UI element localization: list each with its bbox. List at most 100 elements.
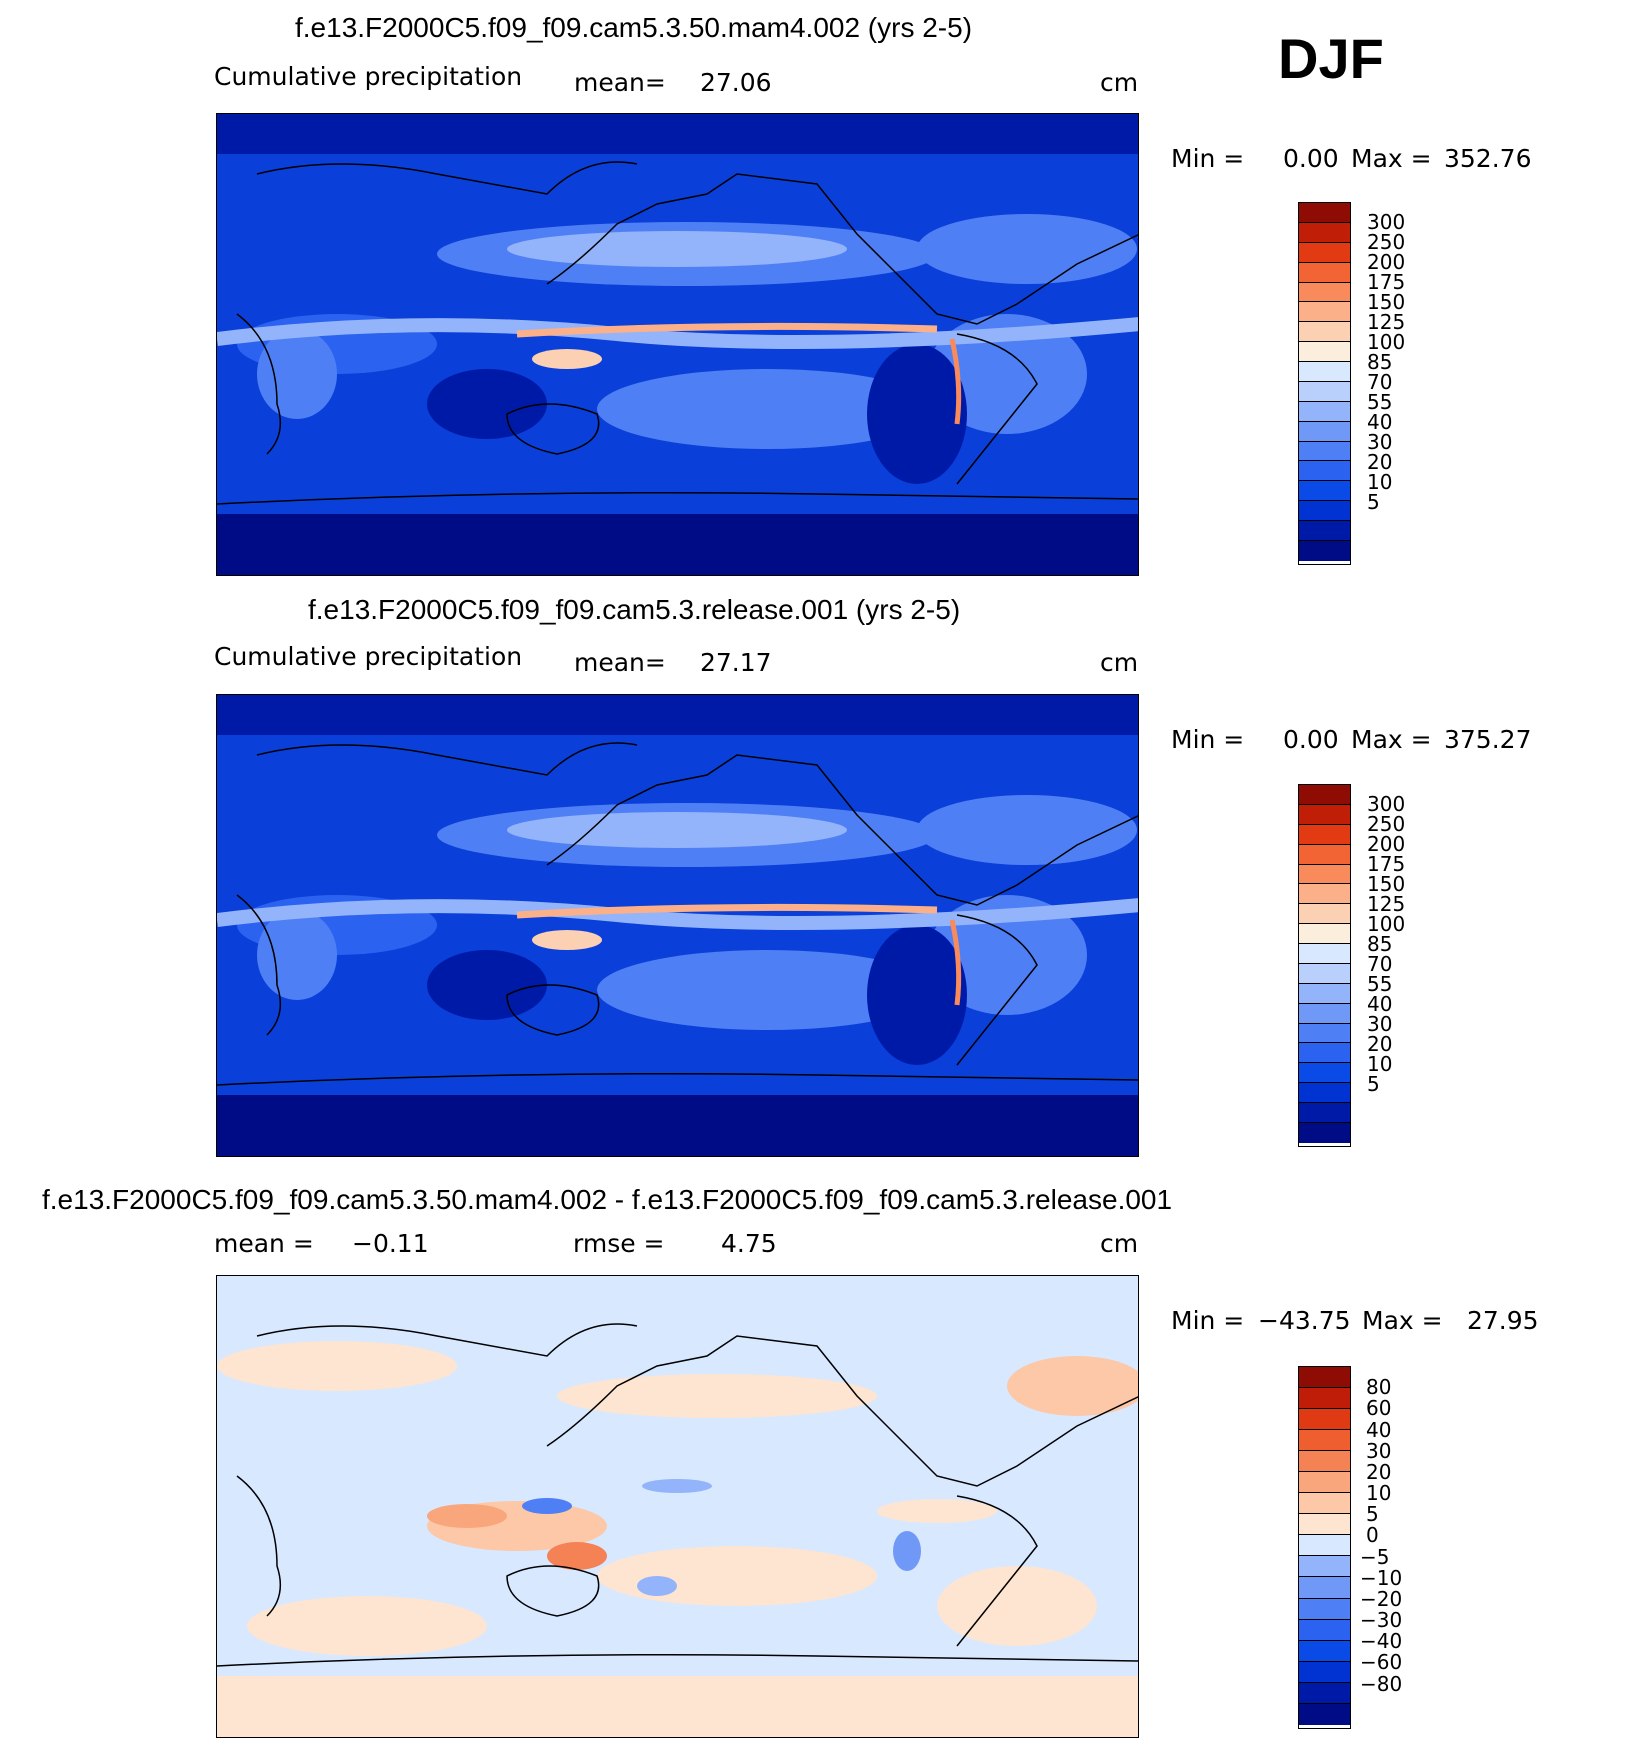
- colorbar-swatch: [1299, 844, 1350, 865]
- colorbar-tick-label: 80: [1366, 1375, 1392, 1400]
- colorbar-swatch: [1299, 983, 1350, 1004]
- colorbar-tick-label: 125: [1367, 892, 1406, 916]
- panel1-variable-label: Cumulative precipitation: [214, 62, 523, 91]
- colorbar-tick-label: 150: [1367, 872, 1406, 896]
- colorbar-swatch: [1299, 1043, 1350, 1064]
- colorbar-tick-label: 20: [1367, 1032, 1393, 1056]
- panel3-max-label: Max =: [1362, 1306, 1443, 1335]
- colorbar-tick-label: 250: [1367, 230, 1406, 254]
- colorbar-tick-label: −30: [1360, 1608, 1403, 1633]
- panel2-max-label: Max =: [1351, 725, 1432, 754]
- colorbar-swatch: [1299, 1367, 1350, 1389]
- panel3-mean-value: −0.11: [352, 1229, 429, 1258]
- colorbar-swatch: [1299, 540, 1350, 561]
- panel2-mean-value: 27.17: [700, 648, 772, 677]
- colorbar-tick-label: −5: [1360, 1544, 1390, 1569]
- colorbar-swatch: [1299, 421, 1350, 442]
- colorbar-swatch: [1299, 1640, 1350, 1662]
- panel2-mean-label: mean=: [574, 648, 666, 677]
- colorbar-swatch: [1299, 1661, 1350, 1683]
- panel2-units: cm: [1100, 648, 1139, 677]
- colorbar-swatch: [1299, 282, 1350, 303]
- colorbar-swatch: [1299, 1003, 1350, 1024]
- colorbar-tick-label: 30: [1366, 1438, 1392, 1463]
- colorbar-tick-label: −80: [1360, 1671, 1403, 1696]
- colorbar-tick-label: 175: [1367, 270, 1406, 294]
- colorbar-tick-label: 10: [1367, 1052, 1393, 1076]
- colorbar-tick-label: 250: [1367, 812, 1406, 836]
- colorbar-swatch: [1299, 461, 1350, 482]
- colorbar-swatch: [1299, 884, 1350, 905]
- colorbar-swatch: [1299, 521, 1350, 541]
- panel3-map: [216, 1275, 1139, 1738]
- colorbar-tick-label: 40: [1367, 410, 1393, 434]
- panel2-min-label: Min =: [1171, 725, 1245, 754]
- colorbar-swatch: [1299, 222, 1350, 243]
- colorbar-tick-label: 10: [1367, 470, 1393, 494]
- colorbar-tick-label: −10: [1360, 1565, 1403, 1590]
- panel3-colorbar: [1298, 1366, 1351, 1729]
- panel1-min-label: Min =: [1171, 144, 1245, 173]
- colorbar-swatch: [1299, 944, 1350, 964]
- colorbar-swatch: [1299, 924, 1350, 944]
- colorbar-tick-label: 20: [1367, 450, 1393, 474]
- colorbar-tick-label: 150: [1367, 290, 1406, 314]
- colorbar-tick-label: −40: [1360, 1629, 1403, 1654]
- colorbar-tick-label: 30: [1367, 430, 1393, 454]
- panel1-max-label: Max =: [1351, 144, 1432, 173]
- colorbar-tick-label: 175: [1367, 852, 1406, 876]
- colorbar-tick-label: 5: [1367, 490, 1380, 514]
- colorbar-tick-label: 20: [1366, 1459, 1392, 1484]
- colorbar-swatch: [1299, 963, 1350, 984]
- panel1-max-value: 352.76: [1444, 144, 1532, 173]
- colorbar-swatch: [1299, 1063, 1350, 1084]
- panel2-colorbar: [1298, 784, 1351, 1147]
- colorbar-tick-label: 55: [1367, 390, 1393, 414]
- colorbar-swatch: [1299, 1451, 1350, 1473]
- colorbar-swatch: [1299, 804, 1350, 825]
- panel2-variable-label: Cumulative precipitation: [214, 642, 523, 671]
- colorbar-tick-label: 200: [1367, 832, 1406, 856]
- colorbar-tick-label: 200: [1367, 250, 1406, 274]
- colorbar-swatch: [1299, 322, 1350, 343]
- colorbar-swatch: [1299, 1556, 1350, 1578]
- colorbar-swatch: [1299, 824, 1350, 845]
- colorbar-swatch: [1299, 342, 1350, 362]
- colorbar-swatch: [1299, 1514, 1350, 1536]
- colorbar-tick-label: 100: [1367, 330, 1406, 354]
- panel1-mean-label: mean=: [574, 68, 666, 97]
- colorbar-swatch: [1299, 381, 1350, 402]
- colorbar-swatch: [1299, 1409, 1350, 1431]
- colorbar-tick-label: −60: [1360, 1650, 1403, 1675]
- colorbar-tick-label: 40: [1366, 1417, 1392, 1442]
- colorbar-swatch: [1299, 1619, 1350, 1641]
- colorbar-swatch: [1299, 481, 1350, 502]
- colorbar-tick-label: 5: [1367, 1072, 1380, 1096]
- panel1-colorbar: [1298, 202, 1351, 565]
- colorbar-swatch: [1299, 785, 1350, 805]
- colorbar-swatch: [1299, 262, 1350, 283]
- colorbar-swatch: [1299, 302, 1350, 323]
- colorbar-swatch: [1299, 1598, 1350, 1620]
- colorbar-tick-label: 125: [1367, 310, 1406, 334]
- colorbar-swatch: [1299, 1388, 1350, 1410]
- panel2-map: [216, 694, 1139, 1157]
- colorbar-swatch: [1299, 203, 1350, 223]
- colorbar-tick-label: 10: [1366, 1481, 1392, 1506]
- colorbar-swatch: [1299, 1682, 1350, 1704]
- panel2-min-value: 0.00: [1283, 725, 1339, 754]
- panel3-min-label: Min =: [1171, 1306, 1245, 1335]
- colorbar-tick-label: 300: [1367, 792, 1406, 816]
- panel1-min-value: 0.00: [1283, 144, 1339, 173]
- colorbar-swatch: [1299, 1472, 1350, 1494]
- colorbar-tick-label: 85: [1367, 350, 1393, 374]
- colorbar-swatch: [1299, 1535, 1350, 1557]
- panel3-rmse-label: rmse =: [573, 1229, 665, 1258]
- colorbar-swatch: [1299, 441, 1350, 462]
- colorbar-tick-label: 70: [1367, 370, 1393, 394]
- colorbar-tick-label: 85: [1367, 932, 1393, 956]
- colorbar-swatch: [1299, 362, 1350, 382]
- colorbar-swatch: [1299, 1577, 1350, 1599]
- panel3-max-value: 27.95: [1467, 1306, 1539, 1335]
- colorbar-swatch: [1299, 242, 1350, 263]
